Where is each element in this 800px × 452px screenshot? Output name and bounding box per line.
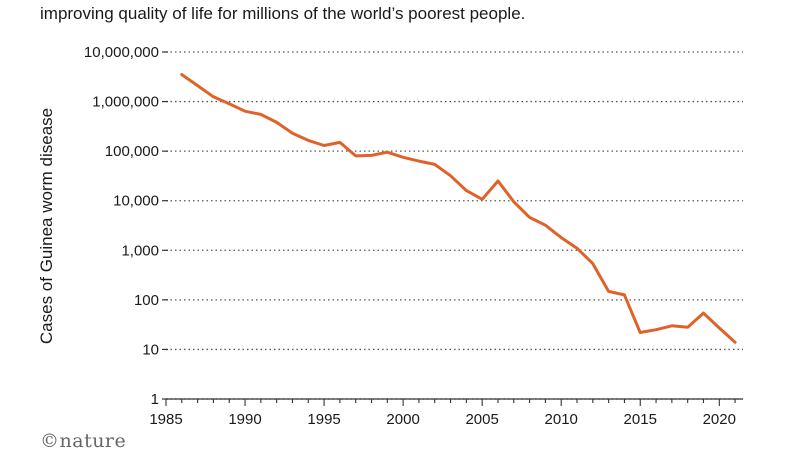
x-tick-label: 2015 (624, 411, 657, 428)
y-tick-label: 10,000 (113, 193, 159, 210)
y-axis-ticks: 1 10 100 1,000 10,000 100,000 1,000,000 10,000,… (84, 44, 168, 408)
gridlines (166, 52, 743, 399)
y-tick-label: 100,000 (105, 143, 159, 160)
y-tick-label: 1,000 (121, 242, 159, 259)
y-tick-label: 10,000,000 (84, 44, 159, 61)
x-axis: 1985 1990 1995 2000 2005 2010 2015 2020 (149, 399, 743, 428)
x-tick-label: 2000 (386, 411, 419, 428)
y-tick-label: 10 (142, 341, 159, 358)
x-tick-label: 1995 (307, 411, 340, 428)
x-tick-label: 2020 (703, 411, 736, 428)
x-tick-label: 1985 (149, 411, 182, 428)
y-tick-label: 100 (134, 292, 159, 309)
x-tick-label: 2010 (545, 411, 578, 428)
x-tick-label: 2005 (465, 411, 498, 428)
x-tick-label: 1990 (228, 411, 261, 428)
y-tick-label: 1 (151, 391, 159, 408)
series-group (182, 75, 735, 343)
y-tick-label: 1,000,000 (92, 94, 159, 111)
series-line-guinea-worm-cases (182, 75, 735, 343)
nature-logo: ©nature (40, 430, 126, 452)
